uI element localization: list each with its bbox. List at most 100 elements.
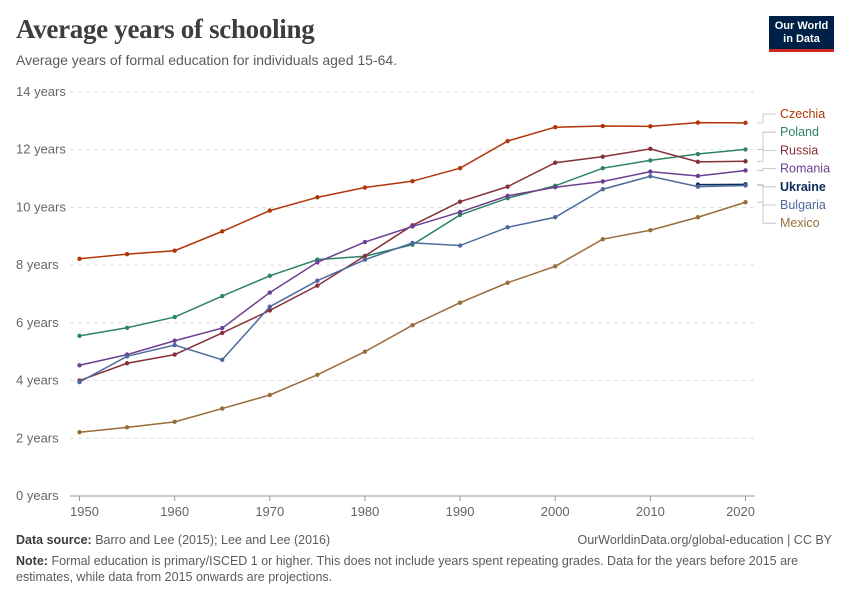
data-point-mexico	[505, 280, 510, 285]
data-point-russia	[362, 253, 368, 259]
note-text: Formal education is primary/ISCED 1 or h…	[16, 554, 799, 584]
data-point-czechia	[220, 229, 225, 234]
legend-label-ukraine: Ukraine	[780, 180, 826, 194]
data-source: Data source: Barro and Lee (2015); Lee a…	[16, 533, 330, 547]
source-text[interactable]: Barro and Lee (2015); Lee and Lee (2016)	[95, 533, 331, 547]
owid-logo[interactable]: Our World in Data	[769, 16, 834, 52]
x-axis: 1950 1960 1970 1980 1990 2000 2010 2020	[70, 495, 755, 519]
data-point-mexico	[362, 349, 368, 354]
data-point-mexico	[695, 215, 701, 220]
data-point-bulgaria	[267, 304, 272, 309]
x-tick-label: 2000	[541, 504, 570, 519]
data-point-czechia	[600, 123, 605, 129]
data-point-mexico	[172, 419, 177, 425]
data-point-poland	[648, 158, 653, 163]
data-point-romania	[267, 290, 272, 295]
data-point-bulgaria	[410, 240, 415, 246]
y-axis: 0 years 2 years 4 years 6 years 8 years 10 ye…	[16, 84, 66, 503]
legend-label-poland: Poland	[780, 125, 819, 139]
legend-label-mexico: Mexico	[780, 216, 820, 230]
data-point-russia	[743, 159, 748, 164]
footnote: Note: Formal education is primary/ISCED …	[16, 553, 826, 585]
y-tick-label: 0 years	[16, 488, 59, 503]
data-point-bulgaria	[600, 187, 605, 192]
data-point-mexico	[315, 372, 320, 377]
data-point-mexico	[457, 300, 463, 305]
series-line-romania	[79, 169, 746, 367]
data-point-czechia	[362, 185, 368, 190]
data-point-romania	[457, 209, 463, 215]
legend-connector	[757, 168, 776, 171]
legend-label-romania: Romania	[780, 162, 830, 176]
x-tick-label: 1980	[350, 504, 379, 519]
data-point-czechia	[410, 178, 415, 184]
data-point-czechia	[267, 208, 272, 213]
data-point-bulgaria	[648, 174, 653, 179]
data-point-romania	[743, 168, 748, 173]
data-point-romania	[315, 260, 320, 265]
data-point-bulgaria	[553, 215, 558, 220]
y-tick-label: 6 years	[16, 315, 59, 330]
data-point-russia	[267, 308, 272, 313]
data-point-bulgaria	[457, 243, 463, 248]
legend-label-bulgaria: Bulgaria	[780, 198, 826, 212]
data-point-russia	[124, 361, 130, 366]
x-tick-label: 1990	[446, 504, 475, 519]
data-point-mexico	[410, 322, 415, 328]
data-point-mexico	[267, 392, 272, 398]
y-tick-label: 10 years	[16, 199, 66, 214]
data-point-poland	[124, 325, 130, 330]
data-point-czechia	[648, 124, 653, 129]
data-point-mexico	[648, 228, 653, 233]
data-point-romania	[553, 185, 558, 190]
data-point-bulgaria	[743, 183, 748, 188]
data-point-romania	[220, 325, 225, 331]
data-point-russia	[172, 352, 177, 357]
note-label: Note:	[16, 554, 48, 568]
data-point-russia	[695, 159, 701, 165]
data-point-czechia	[172, 248, 177, 253]
data-point-poland	[695, 151, 701, 157]
data-point-mexico	[600, 236, 605, 242]
y-tick-label: 8 years	[16, 257, 59, 272]
y-tick-label: 14 years	[16, 84, 66, 99]
data-point-romania	[172, 338, 177, 343]
data-point-russia	[220, 330, 225, 336]
x-tick-label: 2020	[726, 504, 755, 519]
data-point-bulgaria	[172, 342, 177, 348]
data-point-bulgaria	[315, 278, 320, 283]
series-line-bulgaria	[79, 175, 746, 383]
series-lines	[77, 120, 748, 435]
data-point-russia	[600, 154, 605, 159]
data-point-czechia	[695, 120, 701, 125]
x-tick-label: 1950	[70, 504, 99, 519]
data-point-mexico	[124, 425, 130, 430]
data-point-romania	[505, 193, 510, 199]
y-tick-label: 2 years	[16, 430, 59, 445]
data-point-poland	[600, 165, 605, 171]
grid-lines	[70, 91, 755, 439]
credit-link[interactable]: OurWorldinData.org/global-education | CC…	[577, 533, 832, 547]
legend-label-russia: Russia	[780, 143, 818, 157]
source-label: Data source:	[16, 533, 92, 547]
data-point-bulgaria	[220, 357, 225, 362]
data-point-romania	[410, 224, 415, 229]
legend-connector	[757, 131, 776, 150]
data-point-russia	[648, 146, 653, 152]
legend-label-czechia: Czechia	[780, 107, 825, 121]
data-point-mexico	[553, 264, 558, 269]
x-tick-label: 1970	[255, 504, 284, 519]
data-point-czechia	[743, 120, 748, 126]
data-point-mexico	[743, 200, 748, 205]
logo-line-1: Our World	[774, 20, 829, 32]
data-point-poland	[267, 273, 272, 279]
data-point-czechia	[553, 125, 558, 130]
data-point-russia	[315, 283, 320, 288]
legend-connector	[757, 113, 776, 124]
data-point-poland	[220, 293, 225, 299]
data-point-czechia	[315, 195, 320, 200]
data-point-bulgaria	[124, 354, 130, 359]
data-point-poland	[77, 333, 82, 339]
legend: Czechia Poland Russia Romania Ukraine Bulgari…	[757, 107, 830, 230]
